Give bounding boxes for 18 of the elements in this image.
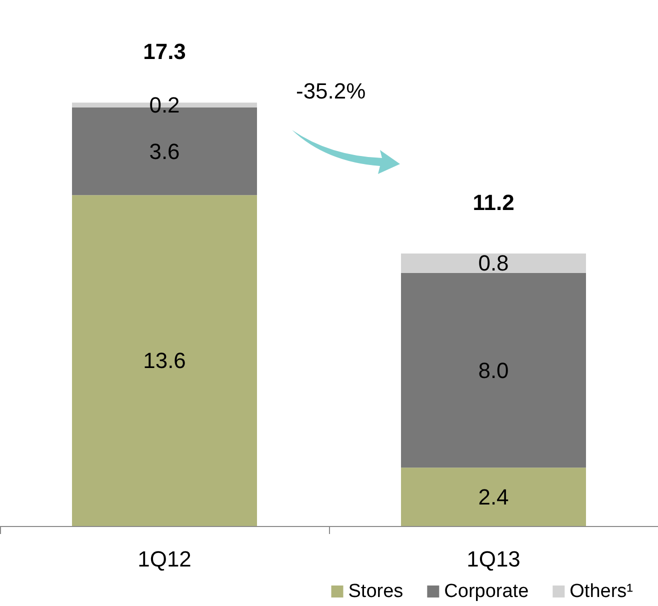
data-label: 8.0 [478,358,509,383]
data-label: 0.8 [478,250,509,276]
data-label: 3.6 [149,138,180,164]
total-label: 11.2 [472,190,514,215]
total-label: 17.3 [143,39,186,64]
legend-label: Others¹ [570,581,634,602]
annotation: -35.2% [296,78,366,104]
bar [401,253,586,273]
x-tick-label: 1Q12 [138,546,192,572]
data-label: 13.6 [143,348,186,374]
bar [72,195,257,526]
legend-label: Corporate [444,581,529,602]
legend-label: Stores [348,581,404,602]
bar [401,272,586,468]
bar [401,468,586,526]
data-label: 2.4 [478,484,509,510]
data-label: 0.2 [149,92,180,118]
x-tick-label: 1Q13 [466,546,520,572]
